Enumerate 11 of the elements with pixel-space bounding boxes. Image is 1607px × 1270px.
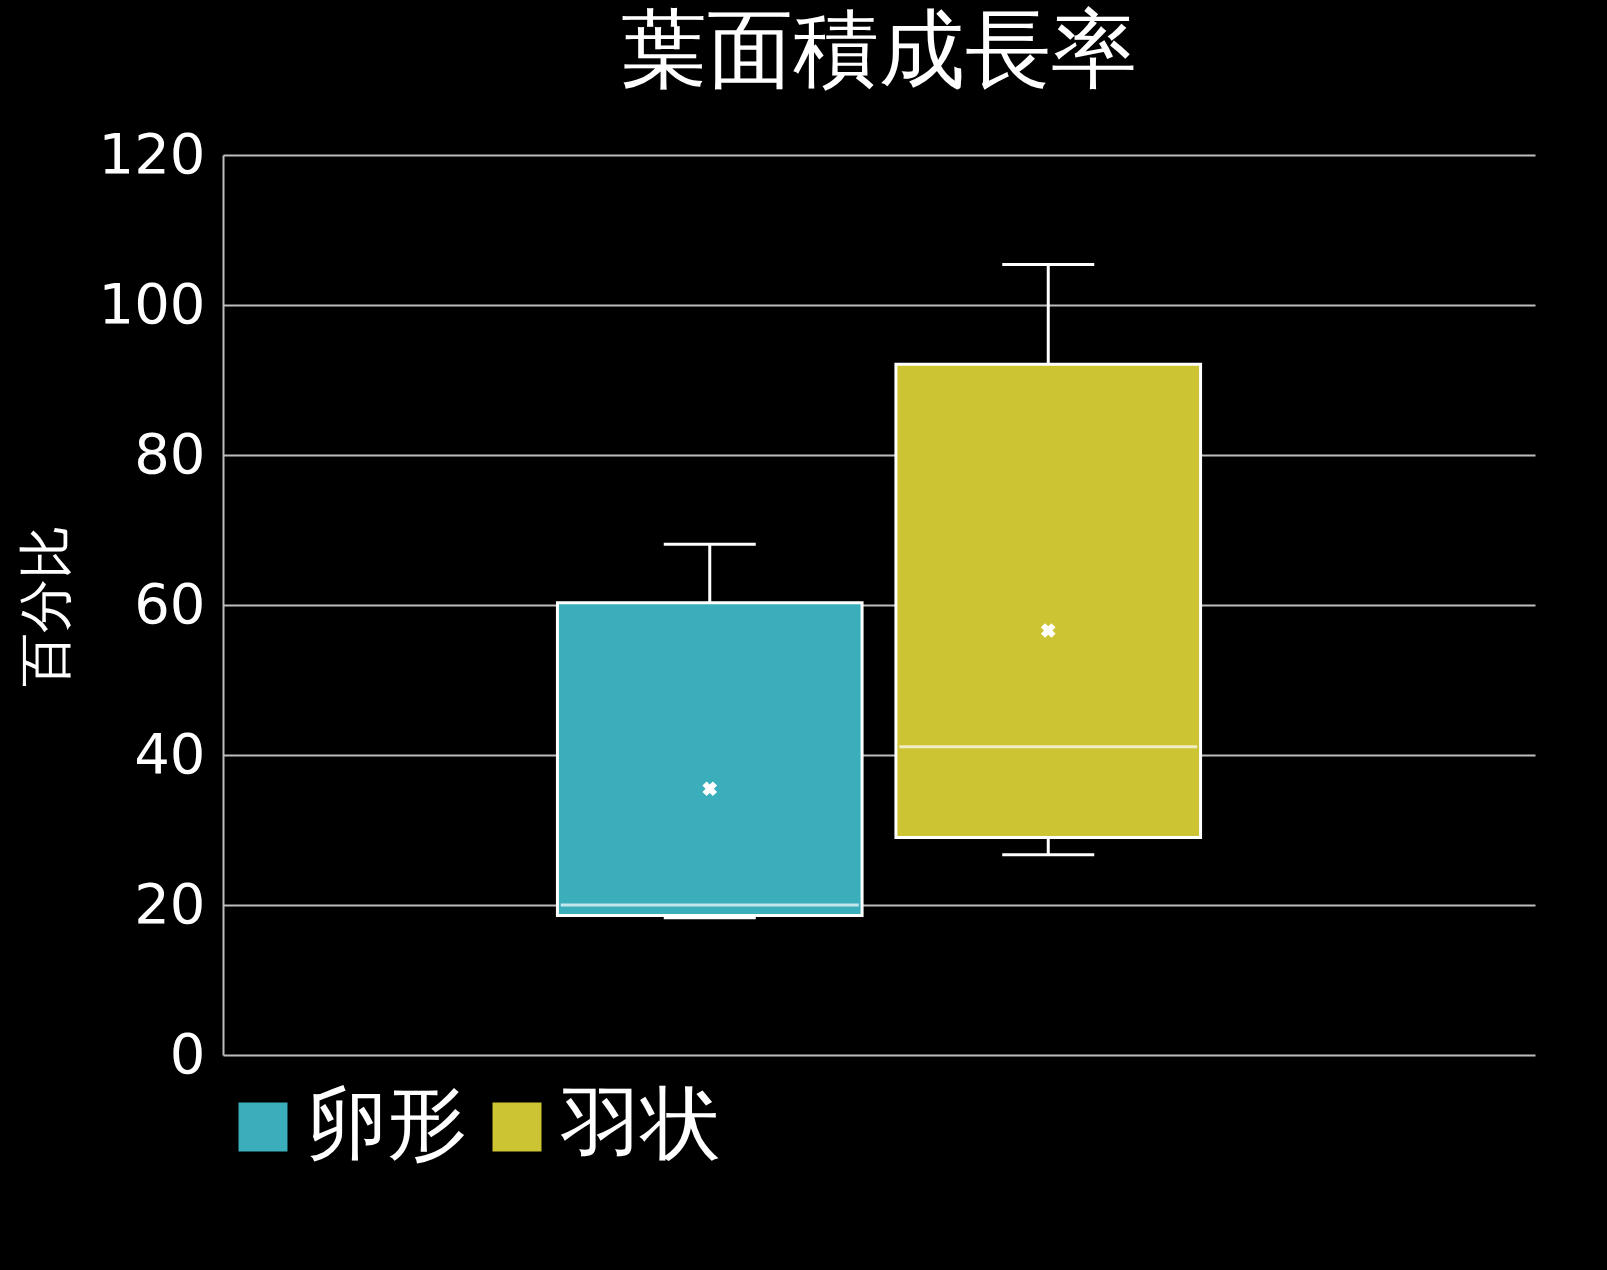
y-tick-label: 120: [98, 120, 206, 186]
chart-title: 葉面積成長率: [621, 0, 1137, 99]
y-tick-label: 60: [134, 570, 206, 636]
y-tick-label: 40: [134, 720, 206, 786]
y-tick-label: 20: [134, 870, 206, 936]
y-tick-label: 100: [98, 270, 206, 336]
y-tick-label: 80: [134, 420, 206, 486]
legend-label: 羽状: [560, 1077, 721, 1170]
y-tick-label: 0: [169, 1020, 206, 1086]
legend-label: 卵形: [307, 1077, 467, 1170]
y-axis-title: 百分比: [13, 524, 77, 687]
